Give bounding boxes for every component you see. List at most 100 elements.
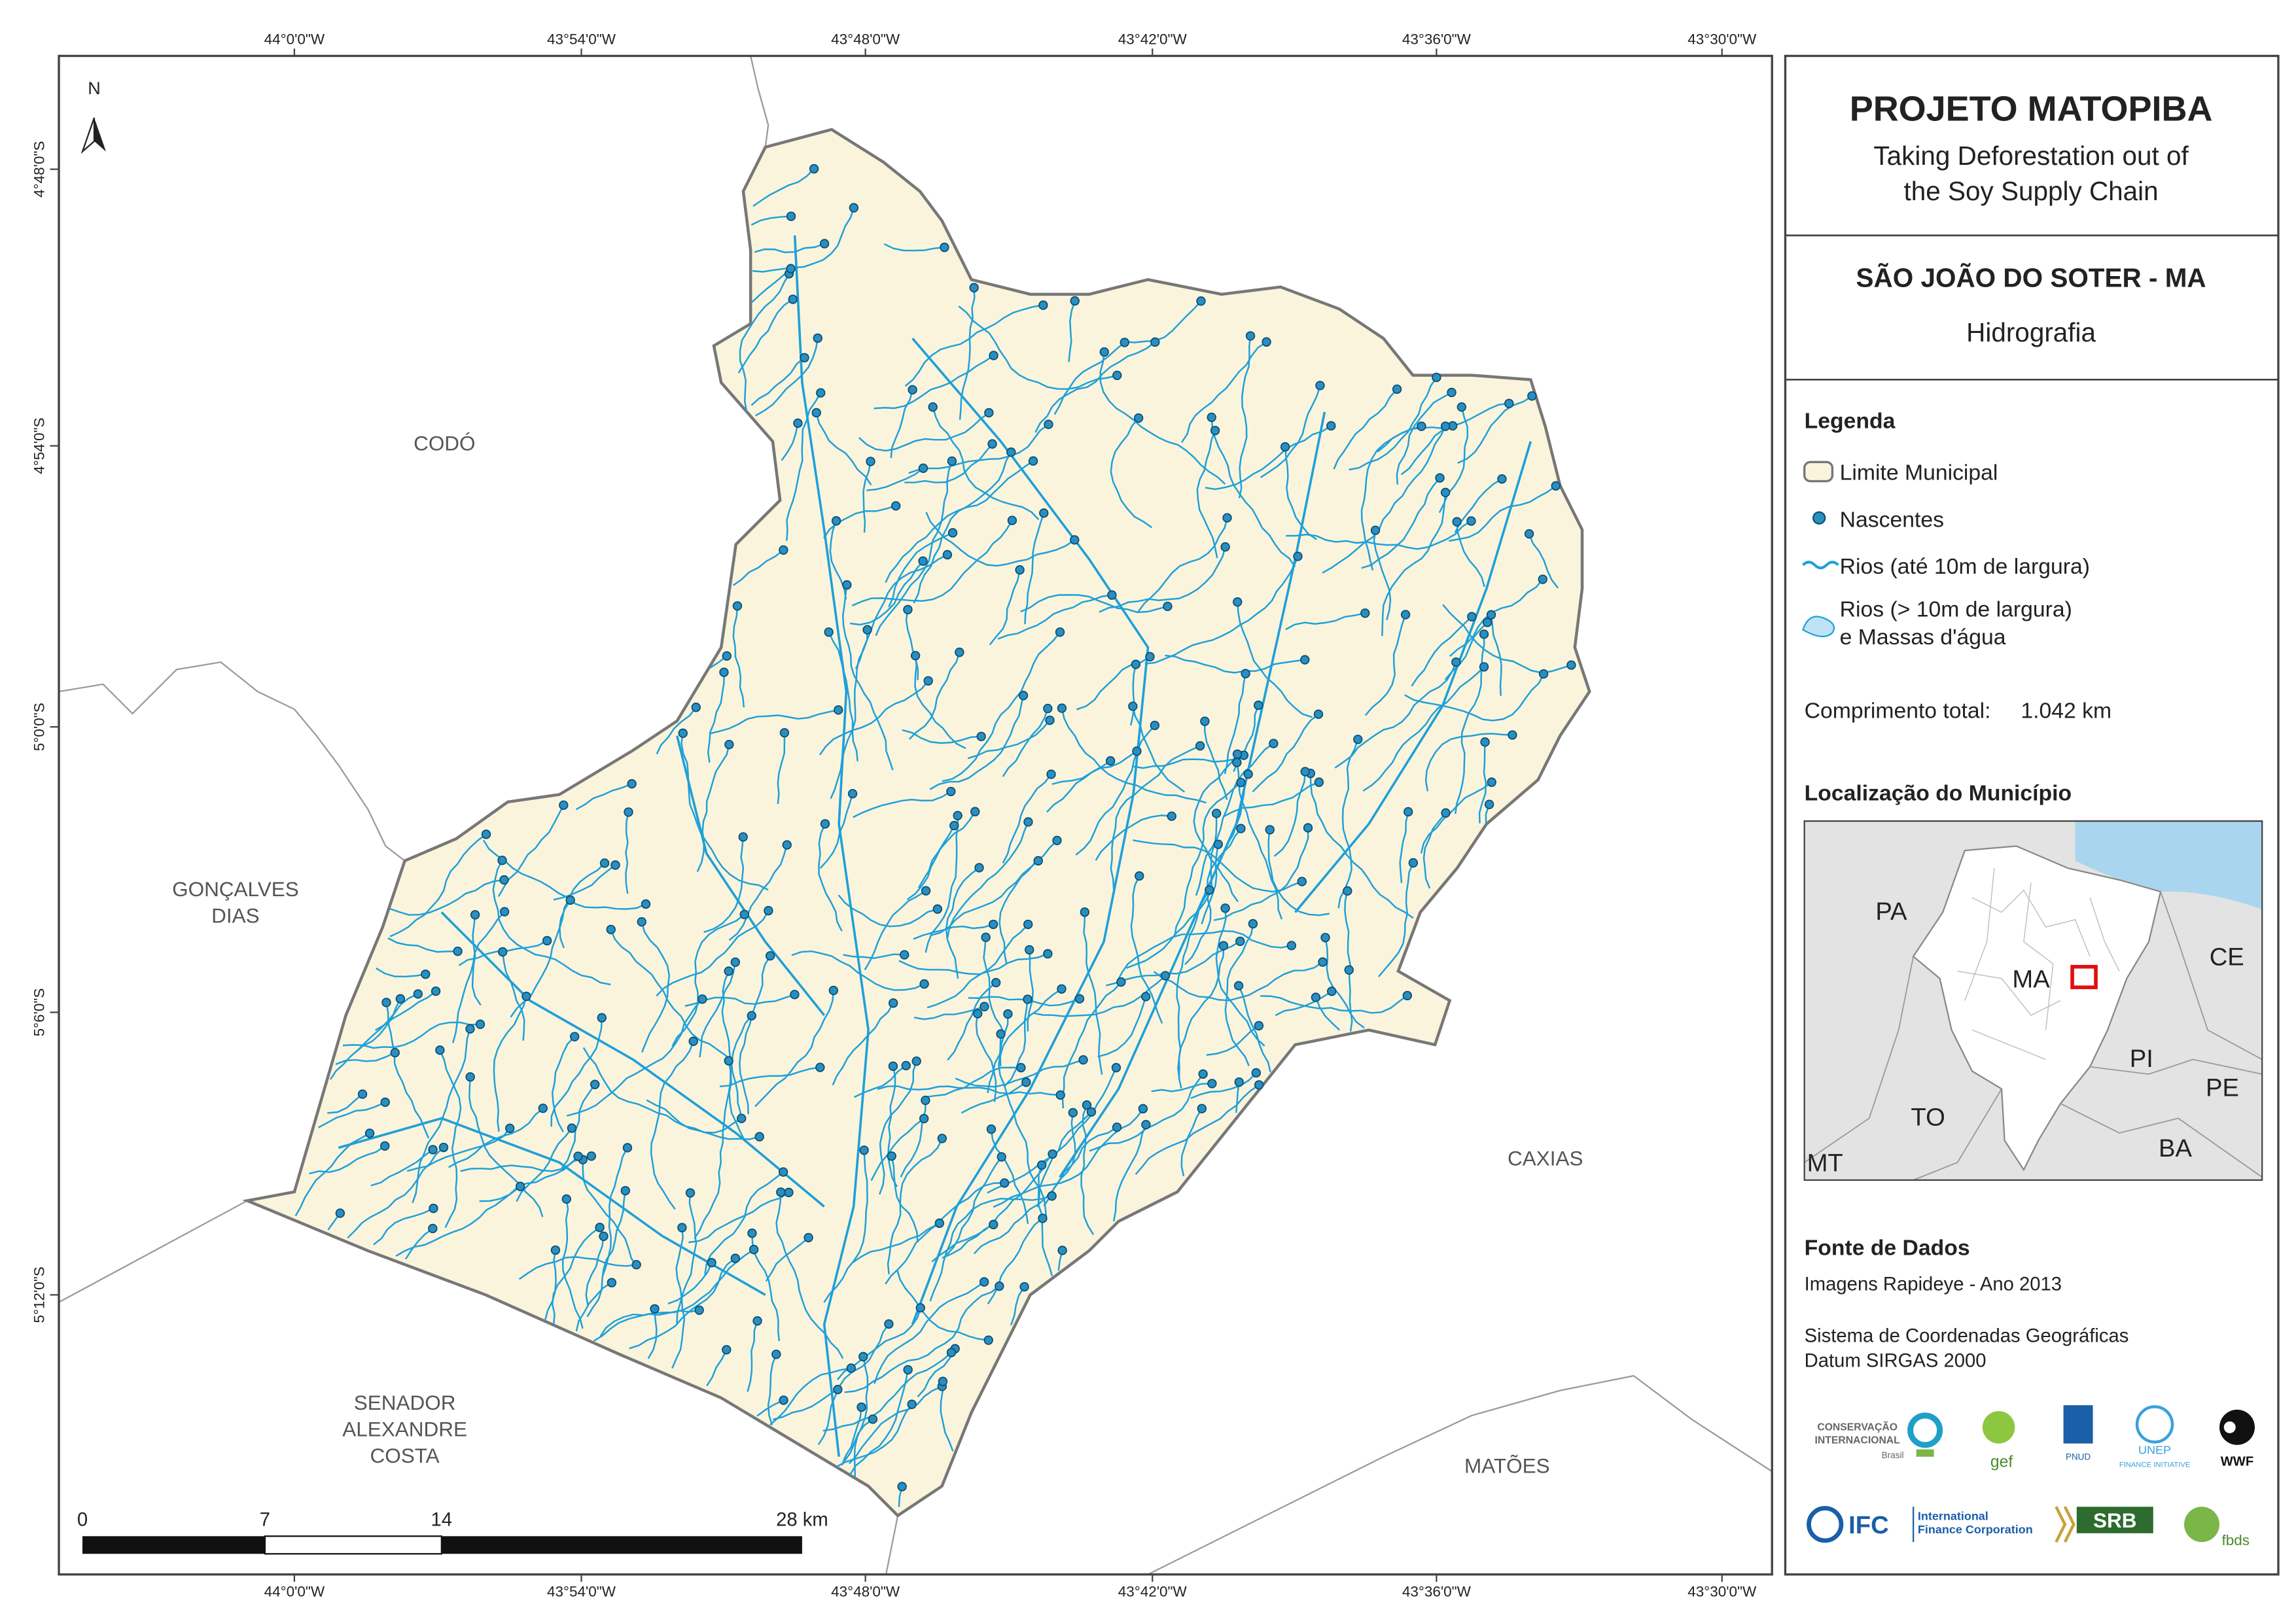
spring: [847, 789, 858, 799]
river: [493, 996, 527, 1132]
spring: [694, 1305, 704, 1315]
spring: [813, 333, 822, 343]
spring: [820, 819, 830, 829]
spring: [747, 1228, 757, 1238]
rivers: [294, 168, 1572, 1507]
river: [1110, 745, 1201, 890]
spring: [983, 1335, 993, 1345]
logo-srb-box: [2076, 1507, 2153, 1533]
spring: [1327, 986, 1337, 996]
spring: [637, 917, 646, 927]
spring: [923, 676, 933, 686]
spring: [833, 1384, 843, 1395]
spring: [1392, 384, 1402, 394]
river: [1404, 673, 1545, 722]
logo-ifc-mark: [1807, 1506, 1844, 1543]
spring: [911, 1056, 921, 1066]
river: [1204, 721, 1228, 800]
river: [1420, 781, 1492, 854]
river: [1144, 556, 1299, 665]
spring: [1145, 652, 1155, 662]
spring: [1236, 824, 1246, 833]
spring: [793, 418, 803, 428]
river: [582, 1047, 742, 1134]
spring: [1055, 1090, 1065, 1100]
river: [781, 423, 799, 461]
river: [566, 998, 703, 1117]
river: [815, 412, 872, 486]
river: [898, 952, 1048, 975]
river: [917, 825, 955, 888]
coord-label-top: 43°30'0"W: [1687, 31, 1757, 47]
river: [752, 168, 815, 207]
spring: [1205, 885, 1214, 895]
legend-item: e Massas d'água: [1840, 625, 2006, 650]
scale-bar: [82, 1535, 802, 1555]
spring: [620, 1185, 630, 1196]
spring: [504, 1123, 515, 1133]
river: [389, 833, 487, 937]
river: [561, 1084, 596, 1170]
river: [904, 443, 993, 483]
spring: [1343, 886, 1352, 896]
spring: [949, 820, 959, 831]
spring: [1360, 608, 1370, 618]
spring: [438, 1142, 449, 1153]
river: [1399, 811, 1409, 883]
river: [747, 1320, 758, 1392]
river: [818, 823, 843, 932]
spring: [499, 907, 510, 916]
springs: [335, 164, 1576, 1492]
river: [1224, 923, 1254, 1066]
spring: [973, 1009, 983, 1019]
river: [585, 1236, 605, 1306]
inset-location-marker: [2070, 964, 2098, 990]
spring: [1497, 474, 1507, 484]
logo-text: UNEP: [2138, 1443, 2171, 1456]
scale-segment: [82, 1536, 265, 1554]
spring: [1315, 381, 1325, 391]
spring: [1218, 941, 1229, 951]
inset-sea: [2075, 821, 2263, 910]
river: [671, 913, 745, 1047]
river: [575, 783, 633, 811]
river: [942, 631, 1061, 782]
river: [553, 864, 616, 901]
spring: [1099, 347, 1109, 357]
river: [946, 821, 1029, 938]
panel-subtitle: the Soy Supply Chain: [1903, 176, 2158, 206]
spring: [900, 950, 910, 960]
spring: [786, 211, 796, 221]
river: [739, 273, 790, 412]
place-label: CAXIAS: [1508, 1146, 1583, 1170]
river: [822, 1352, 952, 1432]
river: [1034, 341, 1156, 433]
river: [601, 1147, 629, 1278]
spring: [754, 1132, 764, 1142]
spring: [1504, 398, 1514, 408]
river: [896, 1269, 989, 1341]
river-main: [338, 1117, 766, 1296]
river: [1456, 521, 1485, 587]
river: [961, 1081, 1027, 1114]
neighbor-boundaries: [59, 56, 1773, 1575]
spring: [764, 905, 773, 916]
river: [1373, 530, 1392, 621]
river: [879, 1060, 917, 1195]
spring: [776, 1187, 786, 1197]
river: [468, 1077, 544, 1217]
source-line: Datum SIRGAS 2000: [1805, 1351, 1987, 1372]
river: [875, 461, 953, 637]
river: [843, 953, 905, 960]
spring: [938, 1376, 948, 1386]
coord-label-top: 44°0'0"W: [264, 31, 325, 47]
river: [1083, 912, 1103, 1075]
spring: [610, 860, 620, 870]
river: [1364, 614, 1407, 716]
river: [1348, 969, 1353, 1032]
spring: [1280, 442, 1290, 452]
spring: [1313, 709, 1324, 720]
coord-label-bottom: 43°48'0"W: [831, 1584, 900, 1600]
river: [737, 298, 794, 374]
spring: [738, 832, 748, 842]
